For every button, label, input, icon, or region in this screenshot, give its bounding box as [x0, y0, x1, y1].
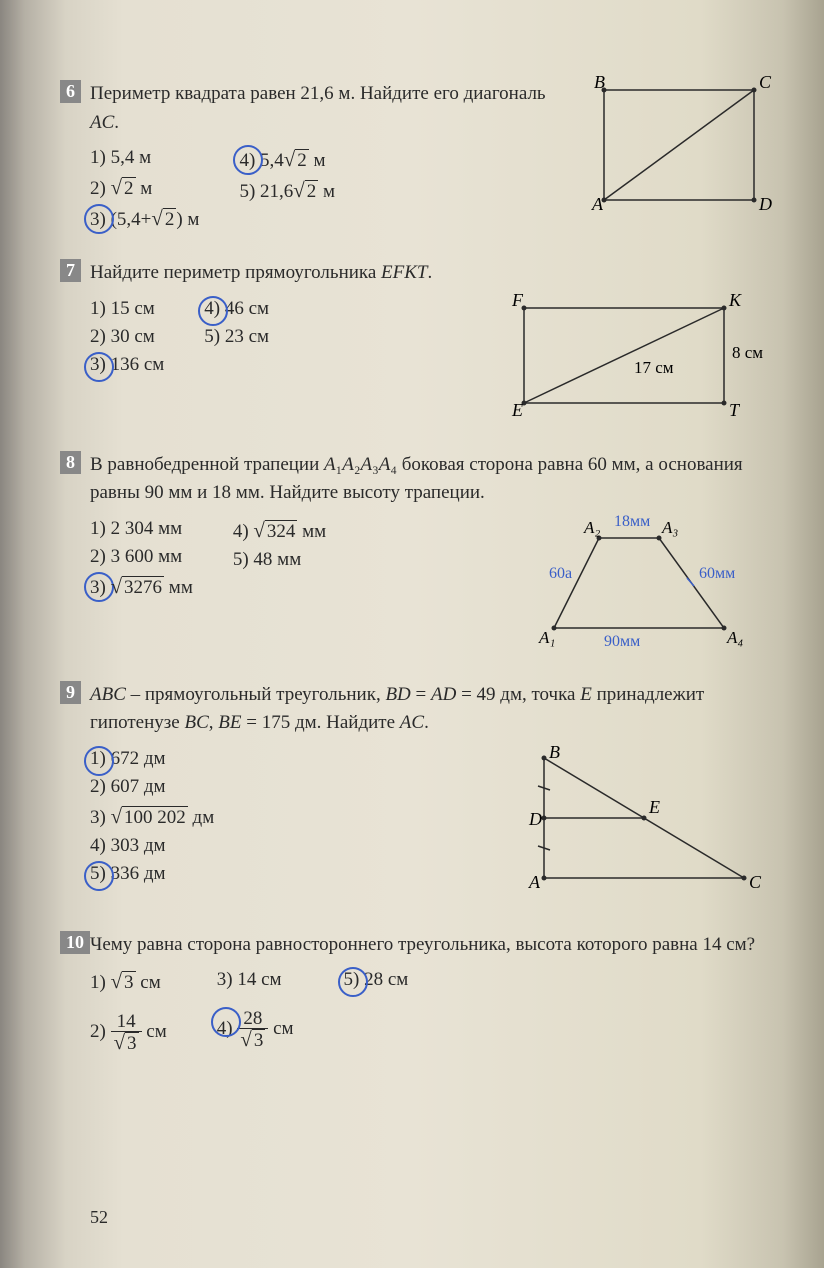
problem-text: В равнобедренной трапеции A₁A₂A₃A₄ боков… — [90, 451, 764, 508]
diagram-trapezoid: A₁ A₂ A₃ A₄ 18мм 60мм 60а 90мм — [534, 518, 764, 653]
svg-text:T: T — [729, 400, 741, 420]
problem-text: Периметр квадрата равен 21,6 м. Найдите … — [90, 80, 554, 137]
svg-text:8 см: 8 см — [732, 343, 763, 362]
option-5: 5) 23 см — [204, 326, 269, 348]
svg-text:18мм: 18мм — [614, 513, 650, 530]
svg-text:60а: 60а — [549, 565, 572, 582]
svg-text:A: A — [591, 194, 604, 214]
svg-text:C: C — [749, 872, 762, 892]
option-1: 1) 15 см — [90, 298, 164, 320]
svg-text:A: A — [528, 872, 541, 892]
options: 1) 2 304 мм 2) 3 600 мм 3) 3276 мм 4) 32… — [90, 518, 326, 599]
option-1: 1) 5,4 м — [90, 147, 199, 169]
svg-text:B: B — [549, 742, 560, 762]
svg-text:F: F — [511, 290, 524, 310]
svg-text:B: B — [594, 72, 605, 92]
option-3: 3) 100 202 дм — [90, 804, 214, 829]
problem-7: 7 Найдите периметр прямоугольника EFKT. … — [90, 259, 764, 423]
svg-text:E: E — [511, 400, 523, 420]
option-3: 3) 14 см — [217, 969, 294, 991]
problem-text: Найдите периметр прямоугольника EFKT. — [90, 259, 764, 288]
problem-9: 9 ABC – прямоугольный треугольник, BD = … — [90, 681, 764, 903]
option-1: 1) 672 дм — [90, 748, 214, 770]
svg-text:D: D — [528, 809, 542, 829]
svg-text:D: D — [758, 194, 772, 214]
problem-number: 9 — [60, 681, 81, 704]
options: 1) 672 дм 2) 607 дм 3) 100 202 дм 4) 303… — [90, 748, 214, 885]
option-4: 4) 5,42 м — [239, 147, 335, 172]
svg-text:60мм: 60мм — [699, 565, 735, 582]
option-3: 3) 136 см — [90, 354, 164, 376]
option-2: 2) 30 см — [90, 326, 164, 348]
svg-text:A₄: A₄ — [726, 628, 743, 647]
svg-text:C: C — [759, 72, 772, 92]
diagram-square: B C A D — [584, 80, 764, 215]
problem-number: 6 — [60, 80, 81, 103]
option-5: 5) 21,62 м — [239, 178, 335, 203]
options: 1) 15 см 2) 30 см 3) 136 см 4) 46 см 5) … — [90, 298, 269, 376]
option-1: 1) 3 см — [90, 969, 167, 994]
problem-8: 8 В равнобедренной трапеции A₁A₂A₃A₄ бок… — [90, 451, 764, 653]
svg-text:A₃: A₃ — [661, 518, 678, 537]
problem-number: 8 — [60, 451, 81, 474]
problem-10: 10 Чему равна сторона равностороннего тр… — [90, 931, 764, 1054]
option-2: 2) 3 600 мм — [90, 546, 193, 568]
problem-text: Чему равна сторона равностороннего треуг… — [90, 931, 764, 960]
option-3: 3) (5,4+2) м — [90, 206, 199, 231]
svg-text:K: K — [728, 290, 742, 310]
problem-number: 7 — [60, 259, 81, 282]
option-2: 2) 2 м — [90, 175, 199, 200]
svg-text:90мм: 90мм — [604, 633, 640, 650]
page-number: 52 — [90, 1207, 108, 1228]
problem-6: 6 Периметр квадрата равен 21,6 м. Найдит… — [90, 80, 764, 231]
option-5: 5) 336 дм — [90, 863, 214, 885]
options: 1) 3 см 2) 143 см 3) 14 см 4) 283 см 5) … — [90, 969, 764, 1053]
svg-text:A₂: A₂ — [583, 518, 600, 537]
option-5: 5) 28 см — [344, 969, 409, 991]
option-2: 2) 607 дм — [90, 776, 214, 798]
option-4: 4) 303 дм — [90, 835, 214, 857]
option-3: 3) 3276 мм — [90, 574, 193, 599]
diagram-triangle: B D E A C — [524, 748, 764, 903]
problem-number: 10 — [60, 931, 90, 954]
svg-text:A₁: A₁ — [538, 628, 555, 647]
options: 1) 5,4 м 2) 2 м 3) (5,4+2) м 4) 5,42 м 5… — [90, 147, 554, 231]
option-4: 4) 46 см — [204, 298, 269, 320]
option-4: 4) 324 мм — [233, 518, 326, 543]
problem-text: ABC – прямоугольный треугольник, BD = AD… — [90, 681, 764, 738]
option-1: 1) 2 304 мм — [90, 518, 193, 540]
option-5: 5) 48 мм — [233, 549, 326, 571]
option-4: 4) 283 см — [217, 1009, 294, 1050]
svg-text:E: E — [648, 797, 660, 817]
svg-text:17 см: 17 см — [634, 358, 674, 377]
option-2: 2) 143 см — [90, 1012, 167, 1053]
diagram-rectangle: F K E T 8 см 17 см — [504, 298, 764, 423]
